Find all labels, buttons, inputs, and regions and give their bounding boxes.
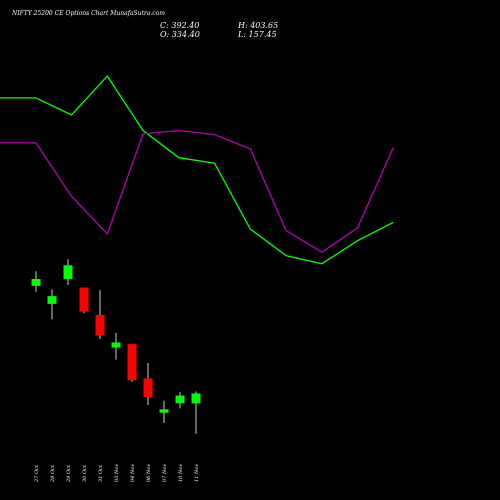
candle [111,333,121,360]
candle [143,363,153,405]
candle-body [63,265,73,279]
candle [95,290,105,339]
candle [127,344,137,382]
candle [175,392,185,409]
candle-body [31,279,41,286]
candle-body [111,342,121,348]
x-tick-label: 28 Oct [50,464,56,483]
candles [31,259,201,434]
candle-body [127,344,137,381]
candle-body [175,395,185,404]
candle [79,287,89,314]
x-tick-label: 10 Nov [178,464,184,482]
x-tick-label: 04 Nov [130,464,136,482]
x-axis-ticks: 27 Oct 28 Oct 29 Oct 30 Oct 31 Oct 03 Nov 04 N… [34,464,200,483]
close-readout: C: 392.40 [160,21,199,30]
overlay-lines [0,75,394,265]
candle-body [47,296,57,304]
low-readout: L: 157.45 [237,30,277,39]
chart-title: NIFTY 25200 CE Options Chart MunafaSutra… [11,10,165,17]
x-tick-label: 06 Nov [146,464,152,482]
x-tick-label: 30 Oct [82,464,88,482]
candle [47,289,57,320]
x-tick-label: 11 Nov [194,464,200,482]
candle-body [79,287,89,312]
x-tick-label: 03 Nov [114,464,120,482]
x-tick-label: 29 Oct [66,464,72,483]
x-tick-label: 31 Oct [98,464,104,482]
high-readout: H: 403.65 [237,21,278,30]
candle [191,391,201,434]
x-tick-label: 27 Oct [34,464,40,483]
candle-body [143,378,153,398]
x-tick-label: 07 Nov [162,464,168,482]
candle-body [95,315,105,336]
candle-body [191,393,201,404]
open-readout: O: 334.40 [160,30,200,39]
candle [31,271,41,292]
candle [63,259,73,285]
overlay-line [0,75,394,265]
candle [159,400,169,423]
overlay-line [0,129,394,253]
candle-body [159,409,169,413]
